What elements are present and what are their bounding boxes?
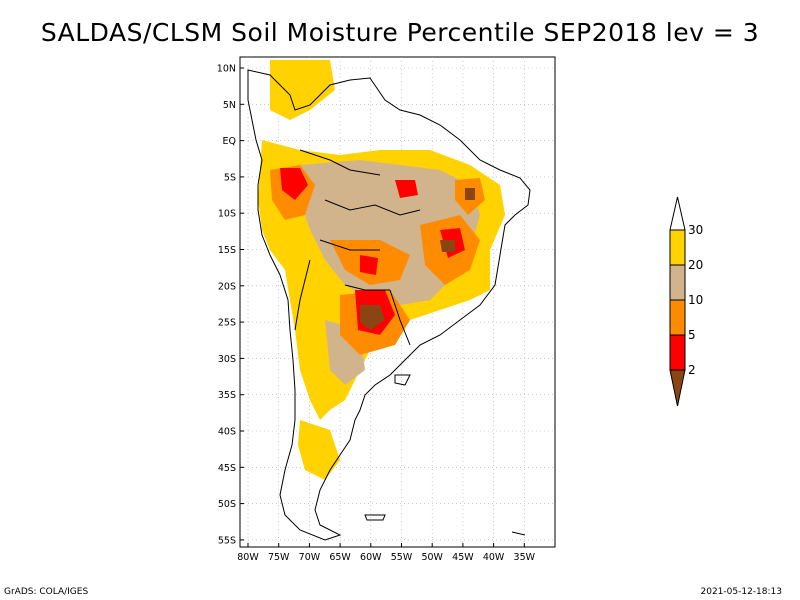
- lat-tick-label: EQ: [223, 136, 236, 147]
- coastlines: [247, 69, 531, 541]
- footer-credit: GrADS: COLA/IGES: [4, 587, 89, 597]
- colorbar-label: 10: [688, 293, 703, 307]
- longitude-axis: 80W 75W 70W 65W 60W 55W 50W 45W 40W 35W: [237, 543, 536, 563]
- lat-tick-label: 30S: [218, 354, 236, 365]
- lon-tick-label: 70W: [299, 552, 321, 563]
- lon-tick-label: 45W: [452, 552, 474, 563]
- lon-tick-label: 40W: [483, 552, 505, 563]
- colorbar-swatch: [669, 334, 686, 371]
- lat-tick-label: 40S: [218, 427, 236, 438]
- lat-tick-label: 10N: [217, 64, 236, 75]
- colorbar-label: 20: [688, 258, 703, 272]
- colorbar-label: 5: [688, 328, 696, 342]
- lat-tick-label: 15S: [218, 245, 236, 256]
- latitude-axis: 10N 5N EQ 5S 10S 15S 20S 25S 30S 35S 40S 45S 50S 55S: [217, 64, 244, 546]
- page-title: SALDAS/CLSM Soil Moisture Percentile SEP…: [40, 18, 760, 47]
- lon-tick-label: 35W: [514, 552, 536, 563]
- lat-tick-label: 45S: [218, 463, 236, 474]
- lat-tick-label: 20S: [218, 281, 236, 292]
- colorbar-top-arrow: [669, 196, 686, 231]
- colorbar-swatch: [669, 264, 686, 301]
- lon-tick-label: 80W: [237, 552, 259, 563]
- colorbar-swatch: [669, 299, 686, 336]
- lon-tick-label: 75W: [268, 552, 290, 563]
- footer-timestamp: 2021-05-12-18:13: [700, 587, 783, 597]
- lat-tick-label: 50S: [218, 499, 236, 510]
- lat-tick-label: 5S: [224, 172, 236, 183]
- lat-tick-label: 5N: [223, 100, 236, 111]
- soil-moisture-field: [258, 60, 505, 480]
- colorbar: 30 20 10 5 2: [669, 196, 703, 407]
- colorbar-label: 30: [688, 223, 703, 237]
- lat-tick-label: 35S: [218, 390, 236, 401]
- colorbar-bottom-arrow: [669, 369, 686, 407]
- lat-tick-label: 55S: [218, 535, 236, 546]
- lat-tick-label: 25S: [218, 318, 236, 329]
- lon-tick-label: 55W: [391, 552, 413, 563]
- colorbar-label: 2: [688, 363, 696, 377]
- colorbar-swatch: [669, 229, 686, 266]
- lon-tick-label: 60W: [360, 552, 382, 563]
- lon-tick-label: 50W: [421, 552, 443, 563]
- lon-tick-label: 65W: [329, 552, 351, 563]
- lat-tick-label: 10S: [218, 209, 236, 220]
